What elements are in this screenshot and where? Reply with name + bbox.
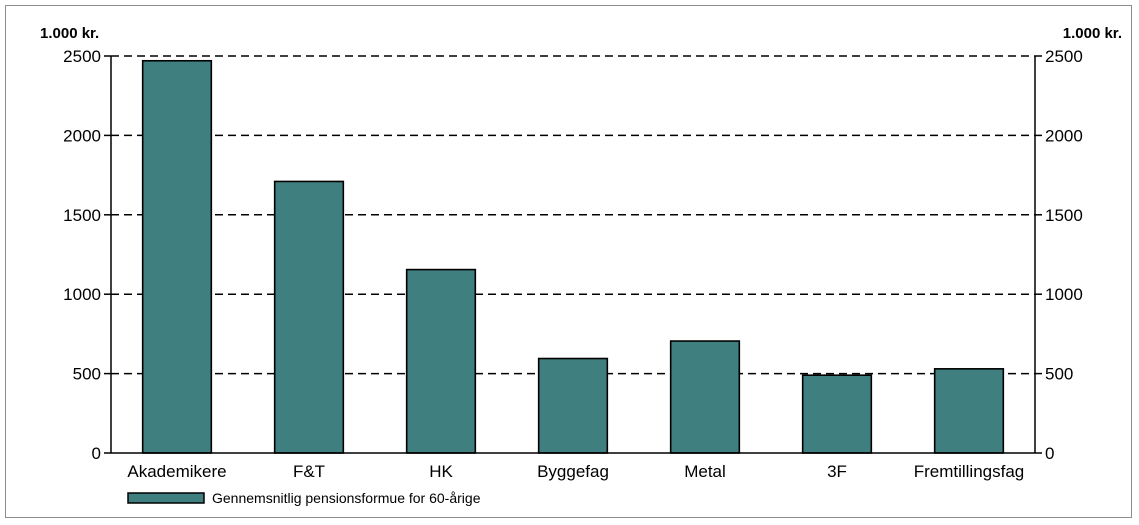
right-tick-labels: 0 500 1000 1500 2000 2500 (1045, 47, 1083, 463)
left-tick-labels: 0 500 1000 1500 2000 2500 (63, 47, 101, 463)
bar-1 (273, 180, 345, 454)
bars (141, 59, 1005, 454)
right-tick-label: 500 (1045, 365, 1073, 384)
category-label: Akademikere (127, 462, 226, 481)
right-tick-label: 0 (1045, 444, 1054, 463)
bar-6 (933, 368, 1005, 454)
category-label: F&T (293, 462, 325, 481)
axes (104, 55, 1042, 454)
category-label: 3F (827, 462, 847, 481)
category-label: Byggefag (537, 462, 609, 481)
category-label: Fremtillingsfag (914, 462, 1025, 481)
left-unit-label: 1.000 kr. (40, 25, 99, 42)
bar-0 (141, 59, 213, 454)
left-tick-label: 2000 (63, 126, 101, 145)
legend: Gennemsnitlig pensionsformue for 60-årig… (127, 490, 481, 506)
legend-swatch (127, 492, 205, 504)
left-tick-label: 1000 (63, 285, 101, 304)
right-unit-label: 1.000 kr. (1063, 25, 1122, 42)
category-labels: Akademikere F&T HK Byggefag Metal 3F Fremtilli… (127, 462, 1024, 481)
category-label: HK (429, 462, 453, 481)
right-tick-label: 1000 (1045, 285, 1083, 304)
gridlines (111, 55, 1035, 375)
category-label: Metal (684, 462, 726, 481)
bar-3 (537, 357, 609, 454)
left-tick-label: 0 (92, 444, 101, 463)
left-tick-label: 2500 (63, 47, 101, 66)
right-tick-label: 2500 (1045, 47, 1083, 66)
bar-4 (669, 340, 741, 454)
legend-label: Gennemsnitlig pensionsformue for 60-årig… (212, 490, 481, 506)
bar-5 (801, 374, 873, 454)
bar-2 (405, 268, 477, 454)
left-tick-label: 1500 (63, 206, 101, 225)
right-tick-label: 1500 (1045, 206, 1083, 225)
left-tick-label: 500 (73, 365, 101, 384)
right-tick-label: 2000 (1045, 126, 1083, 145)
